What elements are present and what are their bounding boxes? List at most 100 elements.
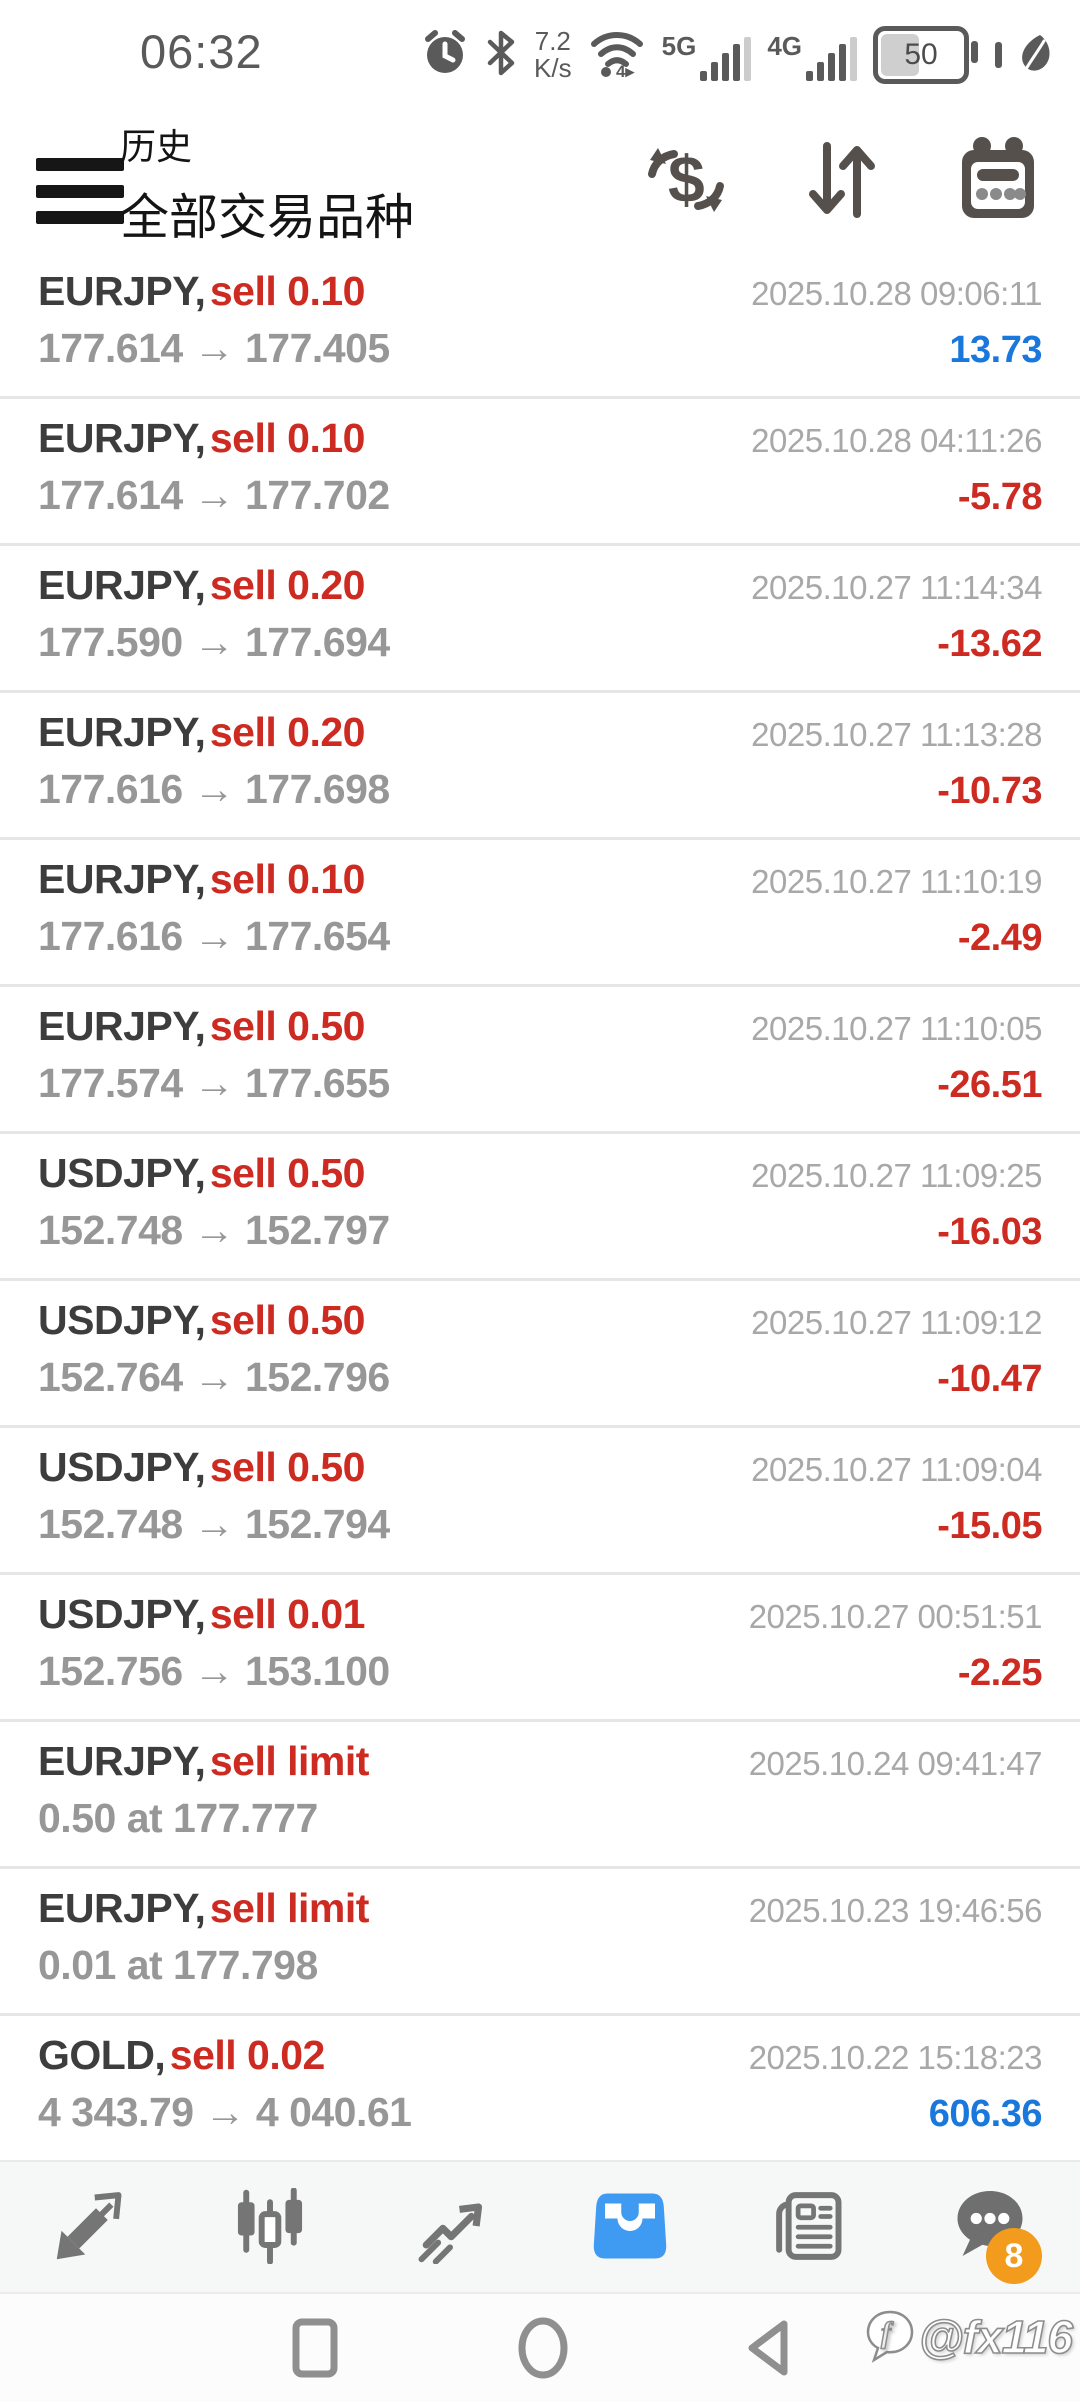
tab-news[interactable]	[720, 2162, 900, 2294]
watermark-text: @fx116	[918, 2310, 1074, 2364]
trade-date: 2025.10.28 04:11:26	[751, 422, 1042, 459]
signal-bars-icon	[806, 37, 857, 81]
sim1-signal: 5G	[662, 29, 752, 81]
trade-date: 2025.10.22 15:18:23	[748, 2039, 1043, 2076]
trade-type: sell 0.50	[209, 1150, 366, 1196]
trade-type: sell 0.50	[209, 1297, 366, 1343]
trade-title: GOLD, sell 0.02	[38, 2032, 325, 2079]
trade-title: EURJPY, sell 0.20	[38, 562, 365, 609]
trade-symbol: USDJPY,	[38, 1150, 206, 1196]
trade-title: USDJPY, sell 0.50	[38, 1444, 365, 1491]
trade-detail: 152.756 → 153.100	[38, 1648, 390, 1694]
trade-symbol: USDJPY,	[38, 1444, 206, 1490]
trade-detail: 177.616 → 177.654	[38, 913, 390, 959]
bluetooth-icon	[484, 29, 518, 82]
trade-type: sell 0.02	[169, 2032, 326, 2078]
trade-row[interactable]: GOLD, sell 0.02 2025.10.22 15:18:23 4 34…	[0, 2016, 1080, 2160]
trade-detail: 177.614 → 177.702	[38, 472, 390, 518]
trade-title: USDJPY, sell 0.50	[38, 1150, 365, 1197]
watermark: f @fx116	[863, 2308, 1074, 2366]
tab-quotes[interactable]	[0, 2162, 180, 2294]
trade-profit: -15.05	[937, 1505, 1042, 1547]
trade-title: EURJPY, sell 0.10	[38, 268, 365, 315]
trade-row[interactable]: EURJPY, sell 0.20 2025.10.27 11:14:34 17…	[0, 546, 1080, 693]
trade-date: 2025.10.27 11:09:25	[751, 1157, 1042, 1194]
trade-row[interactable]: EURJPY, sell 0.20 2025.10.27 11:13:28 17…	[0, 693, 1080, 840]
trade-symbol: EURJPY,	[38, 268, 206, 314]
symbol-filter-title[interactable]: 全部交易品种	[120, 191, 415, 245]
back-button[interactable]	[732, 2312, 804, 2384]
trade-detail: 177.590 → 177.694	[38, 619, 390, 665]
trade-profit: -2.49	[957, 917, 1043, 959]
trade-date: 2025.10.27 11:14:34	[751, 569, 1042, 606]
trade-profit: -26.51	[937, 1064, 1042, 1106]
trade-symbol: EURJPY,	[38, 856, 206, 902]
trade-detail: 0.50 at 177.777	[38, 1795, 318, 1841]
trade-detail: 152.764 → 152.796	[38, 1354, 390, 1400]
trade-detail: 0.01 at 177.798	[38, 1942, 318, 1988]
trade-date: 2025.10.23 19:46:56	[748, 1892, 1043, 1929]
trade-type: sell 0.20	[209, 562, 366, 608]
home-button[interactable]	[507, 2312, 579, 2384]
trade-date: 2025.10.27 11:13:28	[751, 716, 1042, 753]
tab-messages[interactable]: 8	[900, 2162, 1080, 2294]
trade-symbol: EURJPY,	[38, 1738, 206, 1784]
trade-profit: -10.47	[937, 1358, 1042, 1400]
trade-profit: 13.73	[949, 329, 1042, 371]
trade-symbol: GOLD,	[38, 2032, 166, 2078]
trade-detail: 177.616 → 177.698	[38, 766, 390, 812]
app-header: 历史 全部交易品种 $	[0, 110, 1080, 252]
trade-type: sell 0.10	[209, 268, 366, 314]
trade-profit: -13.62	[937, 623, 1042, 665]
calendar-icon[interactable]	[956, 132, 1040, 228]
tab-history[interactable]	[540, 2162, 720, 2294]
recents-button[interactable]	[279, 2312, 351, 2384]
status-bar: 06:32 7.2 K/s 4▸	[0, 0, 1080, 110]
trade-title: EURJPY, sell 0.10	[38, 415, 365, 462]
trade-row[interactable]: USDJPY, sell 0.50 2025.10.27 11:09:12 15…	[0, 1281, 1080, 1428]
chat-badge: 8	[986, 2228, 1042, 2284]
battery-icon: 50	[873, 26, 978, 84]
currency-icon[interactable]: $	[644, 132, 728, 228]
trade-detail: 177.614 → 177.405	[38, 325, 390, 371]
menu-icon[interactable]	[36, 158, 124, 224]
trade-type: sell limit	[209, 1738, 370, 1784]
trade-row[interactable]: EURJPY, sell limit 2025.10.23 19:46:56 0…	[0, 1869, 1080, 2016]
wifi-icon: 4▸	[588, 28, 646, 83]
trade-row[interactable]: EURJPY, sell 0.10 2025.10.28 09:06:11 17…	[0, 252, 1080, 399]
trade-date: 2025.10.27 11:10:19	[751, 863, 1042, 900]
trade-date: 2025.10.24 09:41:47	[748, 1745, 1043, 1782]
trade-detail: 152.748 → 152.794	[38, 1501, 390, 1547]
trade-row[interactable]: USDJPY, sell 0.50 2025.10.27 11:09:04 15…	[0, 1428, 1080, 1575]
trade-profit: 606.36	[928, 2093, 1043, 2135]
trade-symbol: USDJPY,	[38, 1297, 206, 1343]
trade-symbol: EURJPY,	[38, 562, 206, 608]
trade-title: USDJPY, sell 0.50	[38, 1297, 365, 1344]
trade-type: sell limit	[209, 1885, 370, 1931]
eco-leaf-icon	[1018, 33, 1052, 78]
trade-detail: 4 343.79 → 4 040.61	[38, 2089, 412, 2135]
trade-detail: 152.748 → 152.797	[38, 1207, 390, 1253]
tab-charts[interactable]	[180, 2162, 360, 2294]
trade-row[interactable]: USDJPY, sell 0.01 2025.10.27 00:51:51 15…	[0, 1575, 1080, 1722]
trade-type: sell 0.10	[209, 415, 366, 461]
network-speed: 7.2 K/s	[534, 26, 572, 83]
news-icon	[772, 2188, 848, 2269]
trade-symbol: EURJPY,	[38, 1885, 206, 1931]
trade-row[interactable]: EURJPY, sell 0.10 2025.10.27 11:10:19 17…	[0, 840, 1080, 987]
charts-icon	[232, 2186, 308, 2269]
trade-row[interactable]: EURJPY, sell 0.50 2025.10.27 11:10:05 17…	[0, 987, 1080, 1134]
trade-row[interactable]: EURJPY, sell limit 2025.10.24 09:41:47 0…	[0, 1722, 1080, 1869]
trade-symbol: EURJPY,	[38, 709, 206, 755]
trade-type: sell 0.10	[209, 856, 366, 902]
trade-symbol: EURJPY,	[38, 1003, 206, 1049]
trade-profit: -2.25	[957, 1652, 1043, 1694]
trade-symbol: EURJPY,	[38, 415, 206, 461]
signal-bars-icon	[700, 37, 752, 81]
trade-date: 2025.10.28 09:06:11	[751, 275, 1042, 312]
trade-row[interactable]: USDJPY, sell 0.50 2025.10.27 11:09:25 15…	[0, 1134, 1080, 1281]
sort-icon[interactable]	[800, 132, 884, 228]
trade-row[interactable]: EURJPY, sell 0.10 2025.10.28 04:11:26 17…	[0, 399, 1080, 546]
trade-date: 2025.10.27 11:09:04	[751, 1451, 1042, 1488]
tab-trade[interactable]	[360, 2162, 540, 2294]
